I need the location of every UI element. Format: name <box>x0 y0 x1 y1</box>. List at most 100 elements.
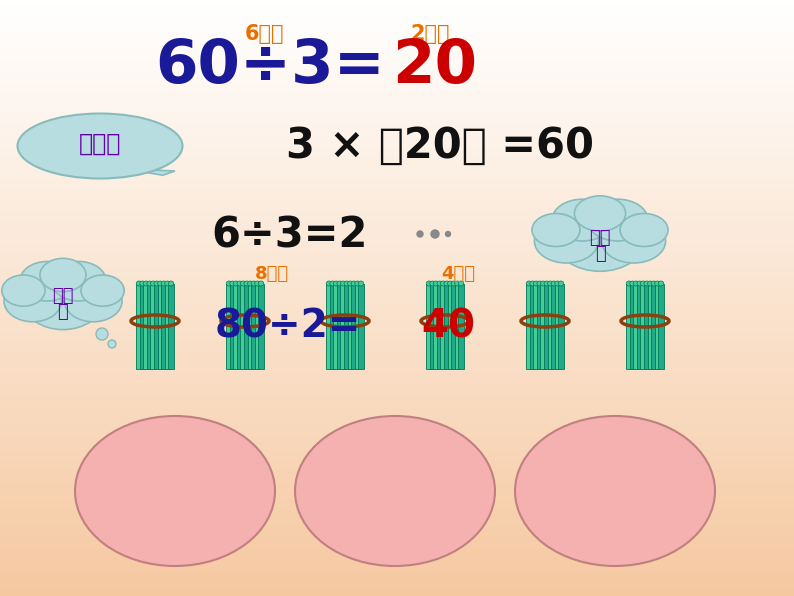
Bar <box>0 552 794 554</box>
Bar <box>0 299 794 302</box>
Bar <box>0 397 794 399</box>
Ellipse shape <box>20 262 75 301</box>
Bar <box>0 285 794 288</box>
Ellipse shape <box>168 281 174 286</box>
Bar <box>441 284 446 368</box>
Bar <box>0 403 794 405</box>
Bar <box>0 293 794 296</box>
Bar <box>0 216 794 219</box>
Bar <box>0 439 794 441</box>
Ellipse shape <box>634 281 639 286</box>
Bar <box>0 476 794 479</box>
Bar <box>0 154 794 157</box>
Bar <box>248 284 253 368</box>
Bar <box>0 538 794 541</box>
Bar <box>0 498 794 501</box>
Bar <box>0 132 794 135</box>
Bar <box>0 142 794 145</box>
Text: 4个十: 4个十 <box>441 265 475 283</box>
Bar <box>330 284 335 368</box>
Bar <box>0 424 794 427</box>
Bar <box>658 284 664 368</box>
Bar <box>0 204 794 207</box>
Bar <box>0 45 794 48</box>
Ellipse shape <box>448 281 453 286</box>
Bar <box>0 554 794 556</box>
Bar <box>0 341 794 344</box>
Bar <box>0 433 794 435</box>
Bar <box>0 274 794 276</box>
Bar <box>0 53 794 55</box>
Ellipse shape <box>551 281 557 286</box>
Ellipse shape <box>52 262 106 301</box>
Bar <box>337 284 342 368</box>
Bar <box>157 284 163 368</box>
Bar <box>0 309 794 312</box>
Bar <box>0 75 794 77</box>
Bar <box>0 67 794 70</box>
Bar <box>0 260 794 262</box>
Bar <box>0 448 794 451</box>
Bar <box>0 588 794 590</box>
Bar <box>0 490 794 493</box>
Bar <box>351 284 357 368</box>
Bar <box>0 417 794 419</box>
Bar <box>0 560 794 562</box>
Bar <box>0 570 794 572</box>
Bar <box>0 101 794 103</box>
Bar <box>0 91 794 94</box>
Bar <box>548 284 553 368</box>
Bar <box>0 325 794 328</box>
Bar <box>437 284 442 368</box>
Bar <box>0 349 794 352</box>
Ellipse shape <box>556 211 644 271</box>
Bar <box>0 454 794 457</box>
Bar <box>0 65 794 67</box>
Ellipse shape <box>537 281 542 286</box>
Text: 想: 想 <box>595 245 605 263</box>
Ellipse shape <box>530 281 535 286</box>
Ellipse shape <box>451 281 457 286</box>
Bar <box>0 51 794 54</box>
Bar <box>0 494 794 496</box>
Bar <box>0 23 794 26</box>
Circle shape <box>96 328 108 340</box>
Bar <box>0 55 794 58</box>
Bar <box>0 83 794 85</box>
Bar <box>0 268 794 270</box>
Bar <box>0 120 794 123</box>
Bar <box>0 589 794 592</box>
Bar <box>0 250 794 252</box>
Bar <box>0 530 794 532</box>
Ellipse shape <box>326 281 332 286</box>
Ellipse shape <box>555 281 561 286</box>
Bar <box>0 440 794 443</box>
Bar <box>0 536 794 538</box>
Bar <box>0 148 794 151</box>
Bar <box>333 284 339 368</box>
Bar <box>237 284 242 368</box>
Bar <box>0 405 794 407</box>
Bar <box>0 359 794 362</box>
Ellipse shape <box>147 281 152 286</box>
Bar <box>0 457 794 459</box>
Bar <box>0 107 794 109</box>
Bar <box>0 242 794 244</box>
Bar <box>0 17 794 20</box>
Bar <box>0 4 794 6</box>
Ellipse shape <box>164 281 170 286</box>
Bar <box>0 252 794 254</box>
Bar <box>0 375 794 377</box>
Bar <box>0 226 794 228</box>
Circle shape <box>431 230 439 238</box>
Bar <box>0 572 794 574</box>
Bar <box>0 544 794 547</box>
Bar <box>0 534 794 536</box>
Bar <box>0 114 794 117</box>
Text: 80÷2=: 80÷2= <box>215 307 361 345</box>
Ellipse shape <box>526 281 532 286</box>
Bar <box>544 284 549 368</box>
Bar <box>0 492 794 495</box>
Bar <box>0 281 794 284</box>
Bar <box>341 284 346 368</box>
